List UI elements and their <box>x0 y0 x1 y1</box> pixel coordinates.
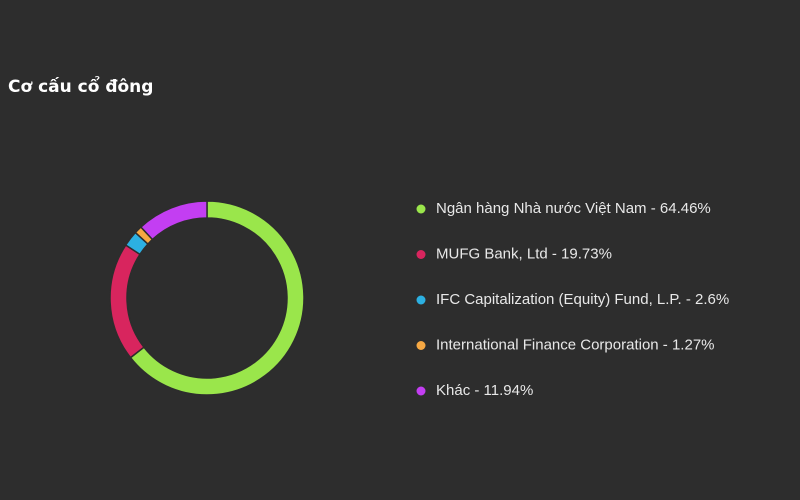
legend-label: IFC Capitalization (Equity) Fund, L.P. -… <box>436 291 729 308</box>
legend-marker <box>416 386 426 396</box>
legend-label: Khác - 11.94% <box>436 382 533 399</box>
legend-label: International Finance Corporation - 1.27… <box>436 336 715 353</box>
legend-label: Ngân hàng Nhà nước Việt Nam - 64.46% <box>436 200 711 217</box>
legend-label: MUFG Bank, Ltd - 19.73% <box>436 245 612 262</box>
legend-marker <box>416 250 426 259</box>
legend-marker <box>416 295 426 305</box>
donut-segment <box>139 200 208 241</box>
legend-marker <box>416 341 426 350</box>
chart-title: Cơ cấu cổ đông <box>8 75 153 97</box>
legend-marker <box>416 204 426 214</box>
